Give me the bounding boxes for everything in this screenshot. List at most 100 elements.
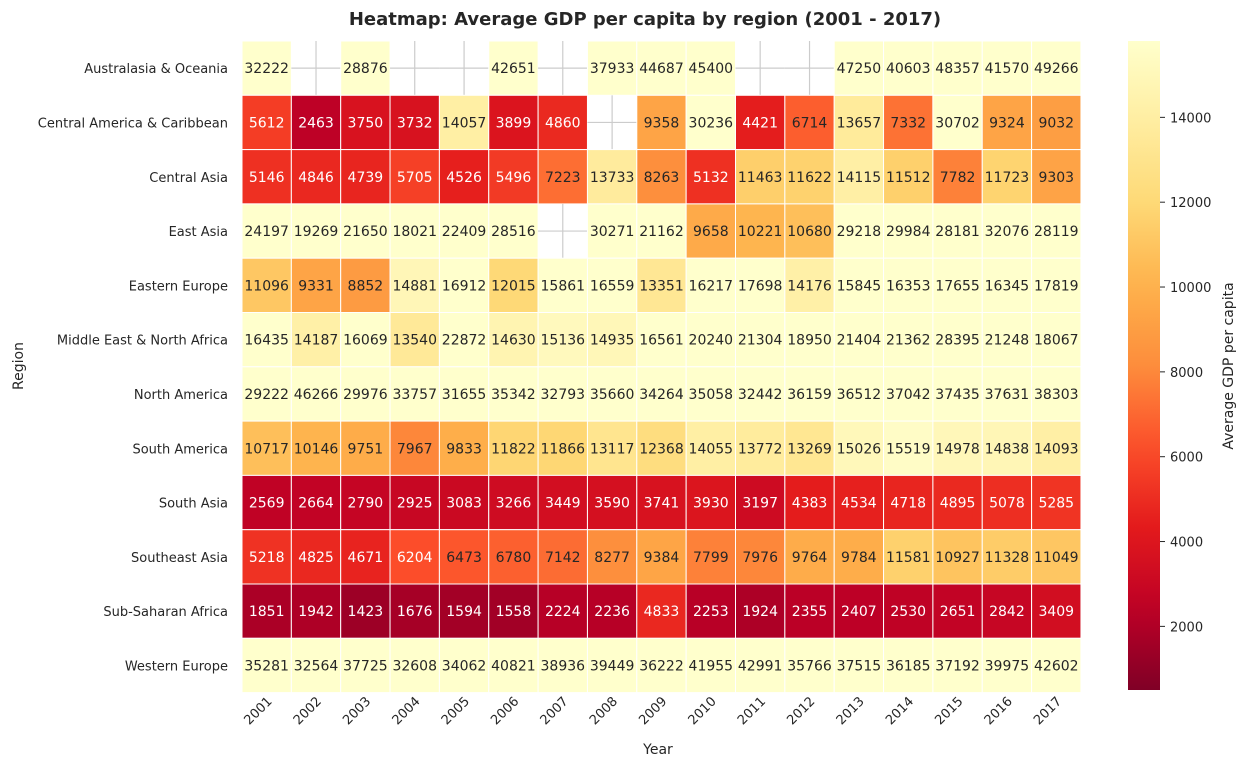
heatmap-cell	[290, 257, 342, 314]
cell-value-label: 18021	[392, 224, 437, 240]
heatmap-cell	[340, 149, 391, 205]
heatmap-cell	[340, 583, 391, 639]
cell-value-label: 4534	[841, 496, 877, 512]
heatmap-cell	[833, 312, 885, 368]
heatmap-cell	[784, 312, 835, 368]
cell-value-label: 11581	[886, 550, 931, 566]
cell-value-label: 28119	[1034, 224, 1079, 240]
cell-value-label: 2224	[545, 604, 581, 620]
cell-value-label: 4526	[446, 170, 482, 186]
cell-value-label: 16912	[442, 278, 487, 294]
cell-value-label: 7332	[890, 115, 926, 131]
heatmap-cell	[932, 637, 983, 694]
heatmap-cell	[438, 312, 490, 368]
cell-value-label: 9658	[693, 224, 729, 240]
cell-value-label: 16435	[244, 333, 289, 349]
cell-value-label: 8277	[594, 550, 630, 566]
cell-value-label: 41570	[985, 61, 1030, 77]
heatmap-cell	[784, 474, 835, 531]
heatmap-cell	[1031, 637, 1082, 694]
heatmap-cell	[685, 203, 737, 259]
cell-value-label: 33757	[392, 387, 437, 403]
row-label: Central Asia	[149, 171, 228, 186]
cell-value-label: 32222	[244, 61, 289, 77]
cell-value-label: 37725	[343, 658, 388, 674]
heatmap-cell	[685, 366, 737, 422]
cell-value-label: 13269	[787, 441, 832, 457]
heatmap-cell	[389, 149, 440, 205]
column-label: 2014	[883, 694, 917, 728]
heatmap-cell	[1031, 203, 1082, 259]
cell-value-label: 2355	[792, 604, 828, 620]
row-label: North America	[134, 388, 228, 403]
cell-value-label: 35058	[689, 387, 734, 403]
cell-value-label: 3741	[644, 496, 680, 512]
cell-value-label: 28395	[935, 333, 980, 349]
heatmap-cell	[1031, 312, 1082, 368]
heatmap-cell	[290, 474, 342, 531]
cell-value-label: 9032	[1038, 115, 1074, 131]
heatmap-cell	[1031, 420, 1082, 476]
cell-value-label: 14093	[1034, 441, 1079, 457]
cell-value-label: 30702	[935, 115, 980, 131]
cell-value-label: 17655	[935, 278, 980, 294]
cell-value-label: 15026	[837, 441, 882, 457]
cell-value-label: 2790	[348, 496, 384, 512]
cell-value-label: 15519	[886, 441, 931, 457]
heatmap-cell	[883, 312, 934, 368]
cell-value-label: 39449	[590, 658, 635, 674]
heatmap-cell	[685, 312, 737, 368]
cell-value-label: 29218	[837, 224, 882, 240]
cell-value-label: 38303	[1034, 387, 1079, 403]
cell-value-label: 13733	[590, 170, 635, 186]
cell-value-label: 40821	[491, 658, 536, 674]
heatmap-cell	[636, 420, 687, 476]
heatmap-cell	[241, 257, 292, 314]
heatmap-cell	[981, 366, 1033, 422]
cell-value-label: 40603	[886, 61, 931, 77]
cell-value-label: 2925	[397, 496, 433, 512]
cell-value-label: 48357	[935, 61, 980, 77]
cell-value-label: 3083	[446, 496, 482, 512]
heatmap-cell	[241, 637, 292, 694]
cell-value-label: 22872	[442, 333, 487, 349]
heatmap-cell	[784, 366, 835, 422]
heatmap-cell	[488, 94, 539, 151]
cell-value-label: 21362	[886, 333, 931, 349]
heatmap-cell	[883, 637, 934, 694]
cell-value-label: 10221	[738, 224, 783, 240]
heatmap-cell	[586, 203, 638, 259]
heatmap-cell	[1031, 583, 1082, 639]
cell-value-label: 2236	[594, 604, 630, 620]
colorbar-tick-label: 8000	[1170, 366, 1203, 381]
cell-value-label: 1594	[446, 604, 482, 620]
cell-value-label: 32076	[985, 224, 1030, 240]
colorbar-tick-label: 10000	[1170, 281, 1211, 296]
column-labels: 2001 2002 2003 2004 2005 2006 2007 2008 2009 2010…	[241, 694, 1065, 728]
cell-value-label: 3930	[693, 496, 729, 512]
cell-value-label: 41955	[689, 658, 734, 674]
cell-value-label: 28181	[935, 224, 980, 240]
colorbar-tick-label: 2000	[1170, 620, 1203, 635]
heatmap-cell	[241, 312, 292, 368]
cell-value-label: 9833	[446, 441, 482, 457]
cell-value-label: 5612	[249, 115, 285, 131]
heatmap-cell	[883, 366, 934, 422]
colorbar-tick-label: 6000	[1170, 451, 1203, 466]
cell-value-label: 14176	[787, 278, 832, 294]
heatmap-cell	[685, 583, 737, 639]
cell-value-label: 29984	[886, 224, 931, 240]
chart-title: Heatmap: Average GDP per capita by regio…	[349, 9, 941, 30]
heatmap-cell	[932, 474, 983, 531]
cell-value-label: 2253	[693, 604, 729, 620]
cell-value-label: 30236	[689, 115, 734, 131]
heatmap-cell	[537, 149, 588, 205]
cell-value-label: 11822	[491, 441, 536, 457]
cell-value-label: 4739	[348, 170, 384, 186]
cell-value-label: 4718	[890, 496, 926, 512]
cell-value-label: 4825	[298, 550, 334, 566]
cell-value-label: 3750	[348, 115, 384, 131]
cell-value-label: 16069	[343, 333, 388, 349]
cell-value-label: 32793	[541, 387, 586, 403]
heatmap-cell	[932, 40, 983, 96]
